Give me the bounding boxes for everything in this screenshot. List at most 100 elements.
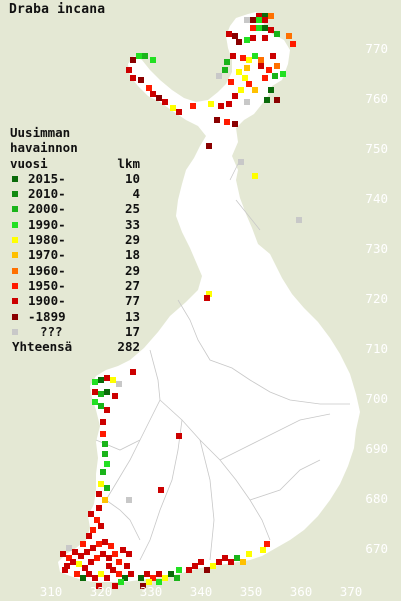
legend-swatch <box>12 175 18 182</box>
occurrence-square <box>256 25 262 31</box>
occurrence-square <box>256 17 262 23</box>
legend-count: 29 <box>124 232 140 248</box>
occurrence-squares <box>60 13 302 589</box>
occurrence-square <box>236 39 242 45</box>
occurrence-square <box>104 389 110 395</box>
legend-label: 1990- <box>28 216 66 232</box>
occurrence-square <box>274 31 280 37</box>
occurrence-square <box>138 77 144 83</box>
occurrence-square <box>244 37 250 43</box>
occurrence-square <box>246 57 252 63</box>
y-axis-label: 720 <box>365 291 388 306</box>
x-axis-label: 310 <box>39 584 63 599</box>
occurrence-square <box>104 375 110 381</box>
occurrence-square <box>280 71 286 77</box>
y-axis-label: 710 <box>365 341 388 356</box>
occurrence-square <box>162 575 168 581</box>
y-axis-label: 700 <box>365 391 388 406</box>
occurrence-square <box>268 87 274 93</box>
occurrence-square <box>150 575 156 581</box>
occurrence-square <box>238 87 244 93</box>
occurrence-square <box>98 403 104 409</box>
legend-swatch <box>12 221 18 228</box>
occurrence-square <box>112 583 118 589</box>
occurrence-square <box>80 541 86 547</box>
x-axis-label: 320 <box>89 584 113 599</box>
occurrence-square <box>158 487 164 493</box>
y-axis-label: 750 <box>365 141 388 156</box>
occurrence-square <box>98 571 104 577</box>
legend-count: 4 <box>132 186 140 202</box>
occurrence-square <box>100 551 106 557</box>
occurrence-square <box>126 497 132 503</box>
occurrence-square <box>66 545 72 551</box>
y-axis-label: 770 <box>365 41 388 56</box>
occurrence-square <box>98 481 104 487</box>
occurrence-square <box>98 523 104 529</box>
occurrence-square <box>84 549 90 555</box>
legend-label: 2010- <box>28 186 66 202</box>
occurrence-square <box>216 73 222 79</box>
occurrence-square <box>92 389 98 395</box>
occurrence-square <box>128 571 134 577</box>
legend-rows: 2015- 10 2010- 4 2000- 25 1990- 33 1980- 29 1970- 1… <box>10 171 140 339</box>
occurrence-square <box>266 67 272 73</box>
legend-label: 1960- <box>28 262 66 278</box>
occurrence-square <box>206 143 212 149</box>
occurrence-square <box>136 53 142 59</box>
occurrence-square <box>142 53 148 59</box>
legend-swatch <box>12 282 18 289</box>
occurrence-square <box>64 563 70 569</box>
occurrence-square <box>60 551 66 557</box>
occurrence-square <box>258 57 264 63</box>
occurrence-square <box>214 117 220 123</box>
occurrence-square <box>170 105 176 111</box>
occurrence-square <box>176 567 182 573</box>
legend-count: 18 <box>124 247 140 263</box>
map-title: Draba incana <box>9 2 106 17</box>
occurrence-square <box>96 583 102 589</box>
legend-row: 1980- 29 <box>10 232 140 247</box>
occurrence-square <box>102 441 108 447</box>
occurrence-square <box>90 527 96 533</box>
occurrence-square <box>244 99 250 105</box>
occurrence-square <box>110 567 116 573</box>
occurrence-square <box>72 549 78 555</box>
occurrence-square <box>140 583 146 589</box>
occurrence-square <box>262 75 268 81</box>
legend-swatch <box>12 206 18 213</box>
occurrence-square <box>112 551 118 557</box>
occurrence-square <box>124 563 130 569</box>
legend-label: 1950- <box>28 277 66 293</box>
occurrence-square <box>96 491 102 497</box>
occurrence-square <box>74 571 80 577</box>
occurrence-square <box>274 97 280 103</box>
legend-count: 33 <box>124 216 140 232</box>
occurrence-square <box>252 173 258 179</box>
occurrence-square <box>146 579 152 585</box>
legend-row: 2000- 25 <box>10 201 140 216</box>
legend-row: -1899 13 <box>10 309 140 324</box>
legend-total-count: 282 <box>117 339 140 355</box>
occurrence-square <box>130 369 136 375</box>
occurrence-square <box>264 541 270 547</box>
legend-swatch <box>12 298 18 305</box>
occurrence-square <box>116 559 122 565</box>
occurrence-square <box>252 87 258 93</box>
occurrence-square <box>208 101 214 107</box>
occurrence-square <box>102 539 108 545</box>
occurrence-square <box>94 517 100 523</box>
occurrence-square <box>96 541 102 547</box>
occurrence-square <box>176 433 182 439</box>
occurrence-square <box>224 119 230 125</box>
occurrence-square <box>104 575 110 581</box>
occurrence-square <box>236 69 242 75</box>
occurrence-square <box>262 17 268 23</box>
occurrence-square <box>94 555 100 561</box>
occurrence-square <box>150 91 156 97</box>
x-axis-label: 360 <box>289 584 313 599</box>
x-axis-label: 340 <box>189 584 213 599</box>
occurrence-square <box>262 35 268 41</box>
occurrence-square <box>286 33 292 39</box>
y-axis-label: 670 <box>365 541 388 556</box>
